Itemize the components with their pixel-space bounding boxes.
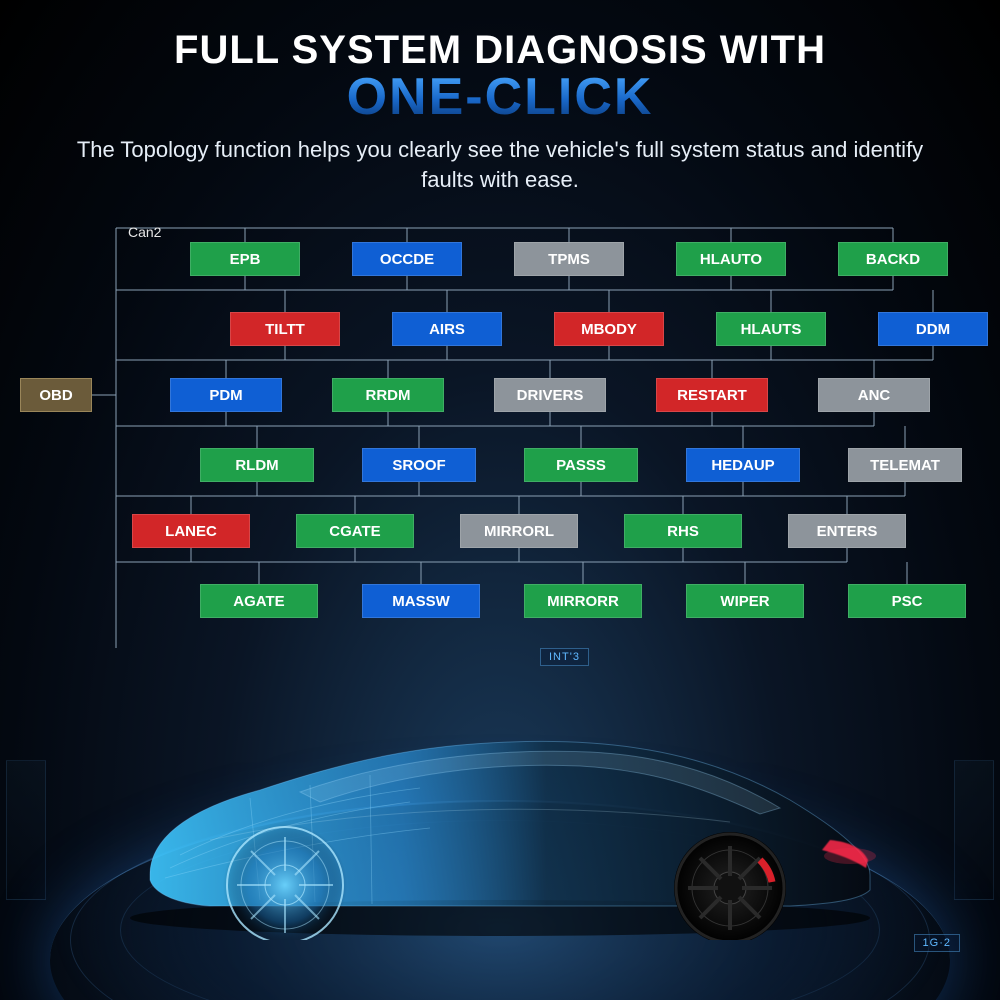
node-occde: OCCDE	[352, 242, 462, 276]
car-stage: INT'3 1G·2	[0, 640, 1000, 1000]
node-agate: AGATE	[200, 584, 318, 618]
subtitle: The Topology function helps you clearly …	[0, 135, 1000, 194]
node-drivers: DRIVERS	[494, 378, 606, 412]
node-tpms: TPMS	[514, 242, 624, 276]
node-passs: PASSS	[524, 448, 638, 482]
car-illustration	[90, 690, 910, 940]
hud-tag-1g2: 1G·2	[914, 934, 960, 952]
node-tiltt: TILTT	[230, 312, 340, 346]
node-hlauto: HLAUTO	[676, 242, 786, 276]
hud-tag-int3: INT'3	[540, 648, 589, 666]
node-wiper: WIPER	[686, 584, 804, 618]
node-pdm: PDM	[170, 378, 282, 412]
node-restart: RESTART	[656, 378, 768, 412]
hud-frame-left	[6, 760, 46, 900]
title-line1: FULL SYSTEM DIAGNOSIS WITH	[0, 28, 1000, 73]
node-epb: EPB	[190, 242, 300, 276]
bus-label-can2: Can2	[128, 224, 161, 240]
node-mbody: MBODY	[554, 312, 664, 346]
root-node-obd: OBD	[20, 378, 92, 412]
node-ddm: DDM	[878, 312, 988, 346]
hud-frame-right	[954, 760, 994, 900]
node-anc: ANC	[818, 378, 930, 412]
node-mirrorl: MIRRORL	[460, 514, 578, 548]
node-rrdm: RRDM	[332, 378, 444, 412]
node-enters: ENTERS	[788, 514, 906, 548]
node-sroof: SROOF	[362, 448, 476, 482]
node-mirrorr: MIRRORR	[524, 584, 642, 618]
node-hedaup: HEDAUP	[686, 448, 800, 482]
node-massw: MASSW	[362, 584, 480, 618]
node-rldm: RLDM	[200, 448, 314, 482]
node-rhs: RHS	[624, 514, 742, 548]
node-backd: BACKD	[838, 242, 948, 276]
node-telemat: TELEMAT	[848, 448, 962, 482]
title-line2: ONE-CLICK	[0, 71, 1000, 123]
node-airs: AIRS	[392, 312, 502, 346]
node-psc: PSC	[848, 584, 966, 618]
node-hlauts: HLAUTS	[716, 312, 826, 346]
node-lanec: LANEC	[132, 514, 250, 548]
topology-diagram: OBD Can2 EPB OCCDE TPMS HLAUTO BACKD TILTT AIR…	[20, 218, 980, 648]
node-cgate: CGATE	[296, 514, 414, 548]
